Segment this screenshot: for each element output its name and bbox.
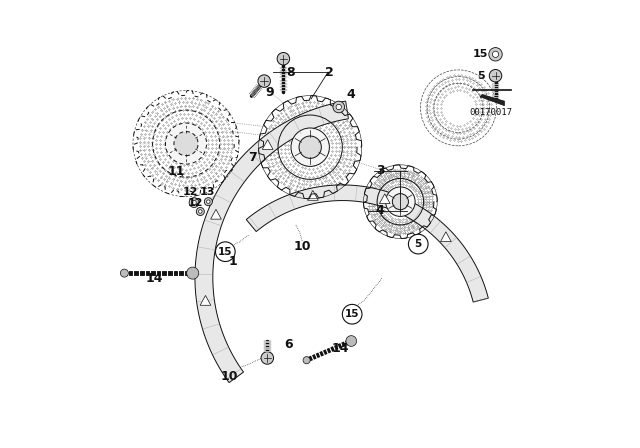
Text: 12: 12 bbox=[183, 187, 198, 197]
Text: 2: 2 bbox=[324, 66, 333, 79]
Text: 10: 10 bbox=[293, 240, 311, 253]
Circle shape bbox=[207, 200, 210, 203]
Text: 15: 15 bbox=[345, 309, 360, 319]
Circle shape bbox=[166, 123, 207, 164]
Text: 1: 1 bbox=[228, 255, 237, 268]
Circle shape bbox=[408, 234, 428, 254]
Text: 4: 4 bbox=[376, 204, 385, 217]
Circle shape bbox=[299, 136, 321, 158]
Text: 12: 12 bbox=[188, 198, 204, 207]
Circle shape bbox=[258, 75, 271, 87]
Circle shape bbox=[198, 210, 202, 213]
Circle shape bbox=[386, 187, 415, 216]
Circle shape bbox=[342, 304, 362, 324]
Circle shape bbox=[216, 242, 235, 262]
Circle shape bbox=[336, 104, 341, 110]
Polygon shape bbox=[307, 190, 318, 200]
Polygon shape bbox=[195, 101, 348, 383]
Text: 14: 14 bbox=[145, 272, 163, 285]
Polygon shape bbox=[211, 209, 221, 219]
Text: 15: 15 bbox=[218, 247, 232, 257]
Text: 5: 5 bbox=[477, 71, 484, 81]
Polygon shape bbox=[246, 185, 488, 302]
Circle shape bbox=[192, 200, 196, 205]
Circle shape bbox=[489, 69, 502, 82]
Polygon shape bbox=[380, 194, 390, 204]
Circle shape bbox=[189, 198, 199, 207]
Circle shape bbox=[492, 51, 499, 57]
Circle shape bbox=[120, 269, 129, 277]
Circle shape bbox=[333, 101, 344, 113]
Text: 10: 10 bbox=[221, 370, 239, 383]
Polygon shape bbox=[200, 295, 211, 305]
Text: 11: 11 bbox=[168, 165, 185, 178]
Polygon shape bbox=[480, 95, 504, 106]
Circle shape bbox=[277, 52, 290, 65]
Circle shape bbox=[261, 352, 273, 364]
Circle shape bbox=[204, 198, 212, 206]
Text: 4: 4 bbox=[347, 88, 356, 101]
Text: 6: 6 bbox=[284, 338, 293, 351]
Text: 8: 8 bbox=[287, 66, 295, 79]
Circle shape bbox=[303, 357, 310, 364]
Circle shape bbox=[187, 267, 199, 279]
Circle shape bbox=[196, 207, 204, 215]
Circle shape bbox=[174, 132, 198, 155]
Text: 7: 7 bbox=[248, 151, 257, 164]
Text: 9: 9 bbox=[266, 86, 275, 99]
Text: 5: 5 bbox=[415, 239, 422, 249]
Text: 14: 14 bbox=[332, 342, 349, 355]
Circle shape bbox=[291, 128, 330, 166]
Polygon shape bbox=[262, 140, 273, 150]
Text: 15: 15 bbox=[473, 49, 488, 59]
Text: 3: 3 bbox=[376, 164, 385, 177]
Text: 00170017: 00170017 bbox=[470, 108, 513, 117]
Text: 13: 13 bbox=[200, 187, 215, 197]
Circle shape bbox=[489, 47, 502, 61]
Circle shape bbox=[346, 336, 356, 346]
Circle shape bbox=[392, 194, 408, 210]
Polygon shape bbox=[440, 232, 451, 241]
